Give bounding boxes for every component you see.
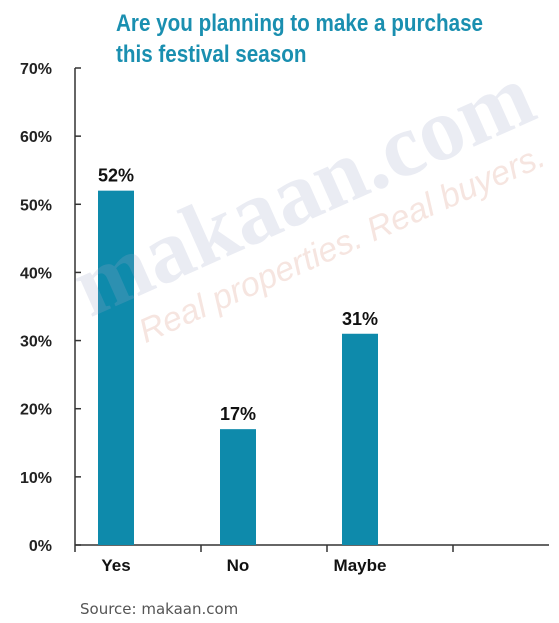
bar-no bbox=[220, 429, 256, 545]
x-axis bbox=[74, 544, 549, 552]
data-label: 31% bbox=[342, 309, 378, 329]
y-tick-label: 60% bbox=[20, 129, 52, 146]
category-label: No bbox=[227, 556, 250, 575]
y-axis: 0% 10% 20% 30% 40% 50% 60% 70% bbox=[20, 61, 81, 555]
data-label: 17% bbox=[220, 404, 256, 424]
y-tick-label: 30% bbox=[20, 334, 52, 351]
y-tick-label: 20% bbox=[20, 402, 52, 419]
category-label: Yes bbox=[101, 556, 130, 575]
y-tick-label: 10% bbox=[20, 470, 52, 487]
y-tick-label: 40% bbox=[20, 265, 52, 282]
category-label: Maybe bbox=[334, 556, 387, 575]
y-tick-label: 0% bbox=[29, 538, 52, 555]
source-note: Source: makaan.com bbox=[80, 600, 239, 618]
data-label: 52% bbox=[98, 166, 134, 186]
bar-yes bbox=[98, 190, 134, 545]
y-tick-label: 50% bbox=[20, 197, 52, 214]
bars: 52% Yes 17% No 31% Maybe bbox=[98, 166, 386, 575]
y-tick-label: 70% bbox=[20, 61, 52, 78]
bar-maybe bbox=[342, 333, 378, 545]
chart-title: Are you planning to make a purchase this… bbox=[116, 10, 484, 68]
